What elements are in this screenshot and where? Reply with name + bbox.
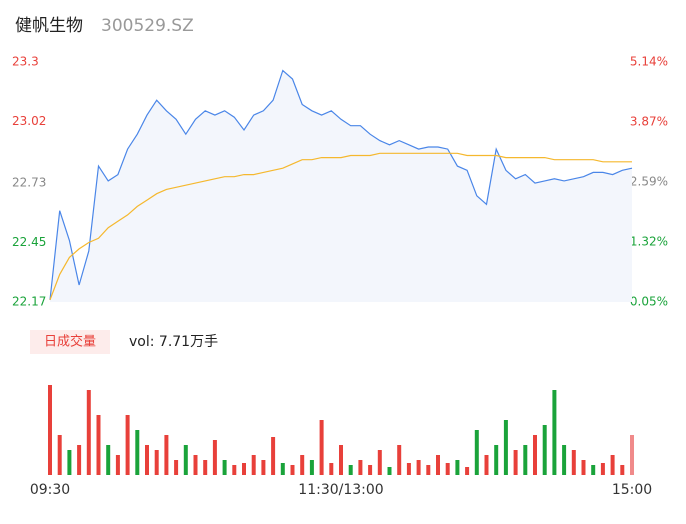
volume-bar — [436, 455, 440, 475]
volume-bar — [251, 455, 256, 475]
stock-code: 300529.SZ — [101, 16, 194, 36]
volume-bar — [533, 435, 537, 475]
volume-bar — [309, 460, 314, 475]
volume-bar — [212, 440, 217, 475]
volume-bar — [271, 437, 276, 475]
volume-bar — [154, 450, 159, 475]
volume-bar — [193, 455, 198, 475]
volume-bar — [329, 463, 334, 475]
volume-bar — [77, 445, 82, 475]
y2-tick-label: 3.87% — [630, 114, 668, 128]
volume-bar — [513, 450, 518, 475]
volume-summary: vol: 7.71万手 — [129, 334, 218, 350]
volume-bar — [503, 420, 508, 475]
volume-bar — [106, 445, 111, 475]
volume-bar — [600, 463, 605, 475]
x-tick-label: 15:00 — [612, 482, 652, 498]
volume-bar — [484, 455, 489, 475]
volume-bar — [387, 467, 392, 475]
volume-bar — [164, 435, 169, 475]
volume-bar — [242, 463, 246, 475]
volume-bar — [339, 445, 343, 475]
volume-bar — [455, 460, 460, 475]
volume-bar — [377, 450, 382, 475]
price-line — [49, 69, 633, 300]
y-tick-label: 23.3 — [12, 55, 39, 69]
volume-bar — [426, 465, 431, 475]
x-tick-label: 09:30 — [30, 482, 70, 498]
volume-bar — [174, 460, 179, 475]
volume-bar — [406, 463, 411, 475]
volume-bar — [416, 460, 421, 475]
y-tick-label: 23.02 — [12, 114, 46, 128]
volume-bar — [203, 460, 208, 475]
volume-bar — [445, 463, 450, 475]
volume-bar — [86, 390, 91, 475]
volume-bar — [290, 465, 295, 475]
volume-bar — [232, 465, 237, 475]
volume-bar — [523, 445, 528, 475]
volume-bar — [474, 430, 479, 475]
y2-tick-label: 0.05% — [630, 295, 668, 309]
volume-bar — [571, 450, 576, 475]
volume-bar — [261, 460, 266, 475]
volume-bar — [319, 420, 324, 475]
volume-bar — [125, 415, 130, 475]
volume-bar — [368, 465, 373, 475]
price-area — [50, 70, 632, 302]
volume-bar — [494, 445, 499, 475]
y-tick-label: 22.45 — [12, 235, 46, 249]
y-tick-label: 22.73 — [12, 176, 46, 190]
volume-bar — [620, 465, 625, 475]
volume-bar — [562, 445, 567, 475]
volume-bar — [542, 425, 547, 475]
volume-bar — [581, 460, 586, 475]
volume-bar — [183, 445, 188, 475]
y2-tick-label: 2.59% — [630, 175, 668, 189]
volume-bar — [67, 450, 72, 475]
volume-bar — [96, 415, 101, 475]
volume-bar — [552, 390, 557, 475]
volume-bar — [465, 467, 470, 475]
volume-bar — [145, 445, 149, 475]
y2-tick-label: 5.14% — [630, 55, 668, 69]
volume-bar — [115, 455, 120, 475]
stock-name: 健帆生物 — [15, 16, 83, 36]
volume-bar — [397, 445, 402, 475]
volume-bar — [300, 455, 305, 475]
volume-bar — [135, 430, 140, 475]
volume-button[interactable] — [30, 330, 110, 354]
volume-button-label[interactable]: 日成交量 — [44, 334, 96, 350]
volume-bar — [591, 465, 596, 475]
average-line — [49, 152, 632, 301]
volume-bar — [610, 455, 615, 475]
volume-bar — [48, 385, 52, 475]
volume-bar — [348, 465, 353, 475]
volume-bar — [630, 435, 634, 475]
y-tick-label: 22.17 — [12, 295, 46, 309]
volume-bar — [358, 460, 363, 475]
x-tick-label: 11:30/13:00 — [298, 482, 383, 498]
y2-tick-label: 1.32% — [630, 235, 668, 249]
volume-bar — [222, 460, 227, 475]
volume-bar — [57, 435, 62, 475]
volume-bar — [280, 463, 285, 475]
